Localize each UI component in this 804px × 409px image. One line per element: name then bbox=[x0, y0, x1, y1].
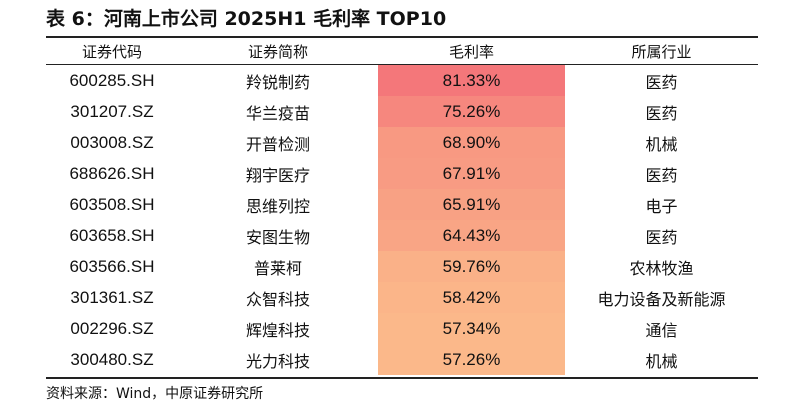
cell-code: 603658.SH bbox=[69, 225, 155, 245]
cell-margin: 64.43% bbox=[378, 220, 565, 251]
cell-name: 安图生物 bbox=[245, 227, 310, 247]
cell-code: 301361.SZ bbox=[70, 287, 154, 307]
cell-name: 普莱柯 bbox=[253, 258, 302, 278]
cell-code: 688626.SH bbox=[69, 163, 155, 183]
cell-name: 光力科技 bbox=[245, 351, 310, 371]
cell-industry: 农林牧渔 bbox=[629, 258, 694, 278]
top-rule bbox=[46, 36, 758, 38]
header-margin: 毛利率 bbox=[448, 42, 494, 61]
cell-industry: 通信 bbox=[645, 320, 678, 340]
cell-industry: 医药 bbox=[645, 72, 678, 92]
cell-margin: 68.90% bbox=[378, 127, 565, 158]
cell-margin: 57.34% bbox=[378, 313, 565, 344]
header-industry: 所属行业 bbox=[631, 42, 692, 61]
cell-industry: 电子 bbox=[645, 196, 678, 216]
table-row: 603508.SH 思维列控 65.91% 电子 bbox=[46, 189, 758, 220]
table-header-row: 证券代码 证券简称 毛利率 所属行业 bbox=[46, 38, 758, 64]
cell-industry: 机械 bbox=[645, 351, 678, 371]
cell-name: 翔宇医疗 bbox=[245, 165, 310, 185]
cell-name: 开普检测 bbox=[245, 134, 310, 154]
cell-industry: 医药 bbox=[645, 103, 678, 123]
source-note: 资料来源：Wind，中原证券研究所 bbox=[46, 386, 264, 402]
cell-industry: 医药 bbox=[645, 165, 678, 185]
table-row: 688626.SH 翔宇医疗 67.91% 医药 bbox=[46, 158, 758, 189]
cell-code: 603566.SH bbox=[69, 256, 155, 276]
cell-industry: 电力设备及新能源 bbox=[597, 289, 726, 309]
cell-margin: 59.76% bbox=[378, 251, 565, 282]
table-row: 603658.SH 安图生物 64.43% 医药 bbox=[46, 220, 758, 251]
header-rule bbox=[46, 64, 758, 65]
cell-code: 600285.SH bbox=[69, 70, 155, 90]
cell-margin: 67.91% bbox=[378, 158, 565, 189]
table-row: 301207.SZ 华兰疫苗 75.26% 医药 bbox=[46, 96, 758, 127]
cell-margin: 75.26% bbox=[378, 96, 565, 127]
cell-margin: 81.33% bbox=[378, 65, 565, 96]
cell-name: 羚锐制药 bbox=[245, 72, 310, 92]
header-name: 证券简称 bbox=[247, 42, 308, 61]
cell-name: 思维列控 bbox=[245, 196, 310, 216]
cell-name: 辉煌科技 bbox=[245, 320, 310, 340]
cell-code: 603508.SH bbox=[69, 194, 155, 214]
table-row: 600285.SH 羚锐制药 81.33% 医药 bbox=[46, 65, 758, 96]
table-row: 002296.SZ 辉煌科技 57.34% 通信 bbox=[46, 313, 758, 344]
cell-name: 众智科技 bbox=[245, 289, 310, 309]
cell-name: 华兰疫苗 bbox=[245, 103, 310, 123]
cell-code: 003008.SZ bbox=[70, 132, 154, 152]
header-code: 证券代码 bbox=[81, 42, 142, 61]
gross-margin-table: 证券代码 证券简称 毛利率 所属行业 600285.SH 羚锐制药 81.33% 医药… bbox=[46, 38, 758, 375]
cell-margin: 58.42% bbox=[378, 282, 565, 313]
table-title: 表 6：河南上市公司 2025H1 毛利率 TOP10 bbox=[46, 8, 447, 30]
table-body: 600285.SH 羚锐制药 81.33% 医药 301207.SZ 华兰疫苗 75.26%… bbox=[46, 65, 758, 375]
cell-code: 300480.SZ bbox=[70, 349, 154, 369]
cell-margin: 57.26% bbox=[378, 344, 565, 375]
table-row: 003008.SZ 开普检测 68.90% 机械 bbox=[46, 127, 758, 158]
cell-code: 301207.SZ bbox=[70, 101, 154, 121]
cell-margin: 65.91% bbox=[378, 189, 565, 220]
bottom-rule bbox=[46, 377, 758, 379]
cell-industry: 医药 bbox=[645, 227, 678, 247]
table-row: 603566.SH 普莱柯 59.76% 农林牧渔 bbox=[46, 251, 758, 282]
table-row: 301361.SZ 众智科技 58.42% 电力设备及新能源 bbox=[46, 282, 758, 313]
cell-code: 002296.SZ bbox=[70, 318, 154, 338]
table-row: 300480.SZ 光力科技 57.26% 机械 bbox=[46, 344, 758, 375]
cell-industry: 机械 bbox=[645, 134, 678, 154]
